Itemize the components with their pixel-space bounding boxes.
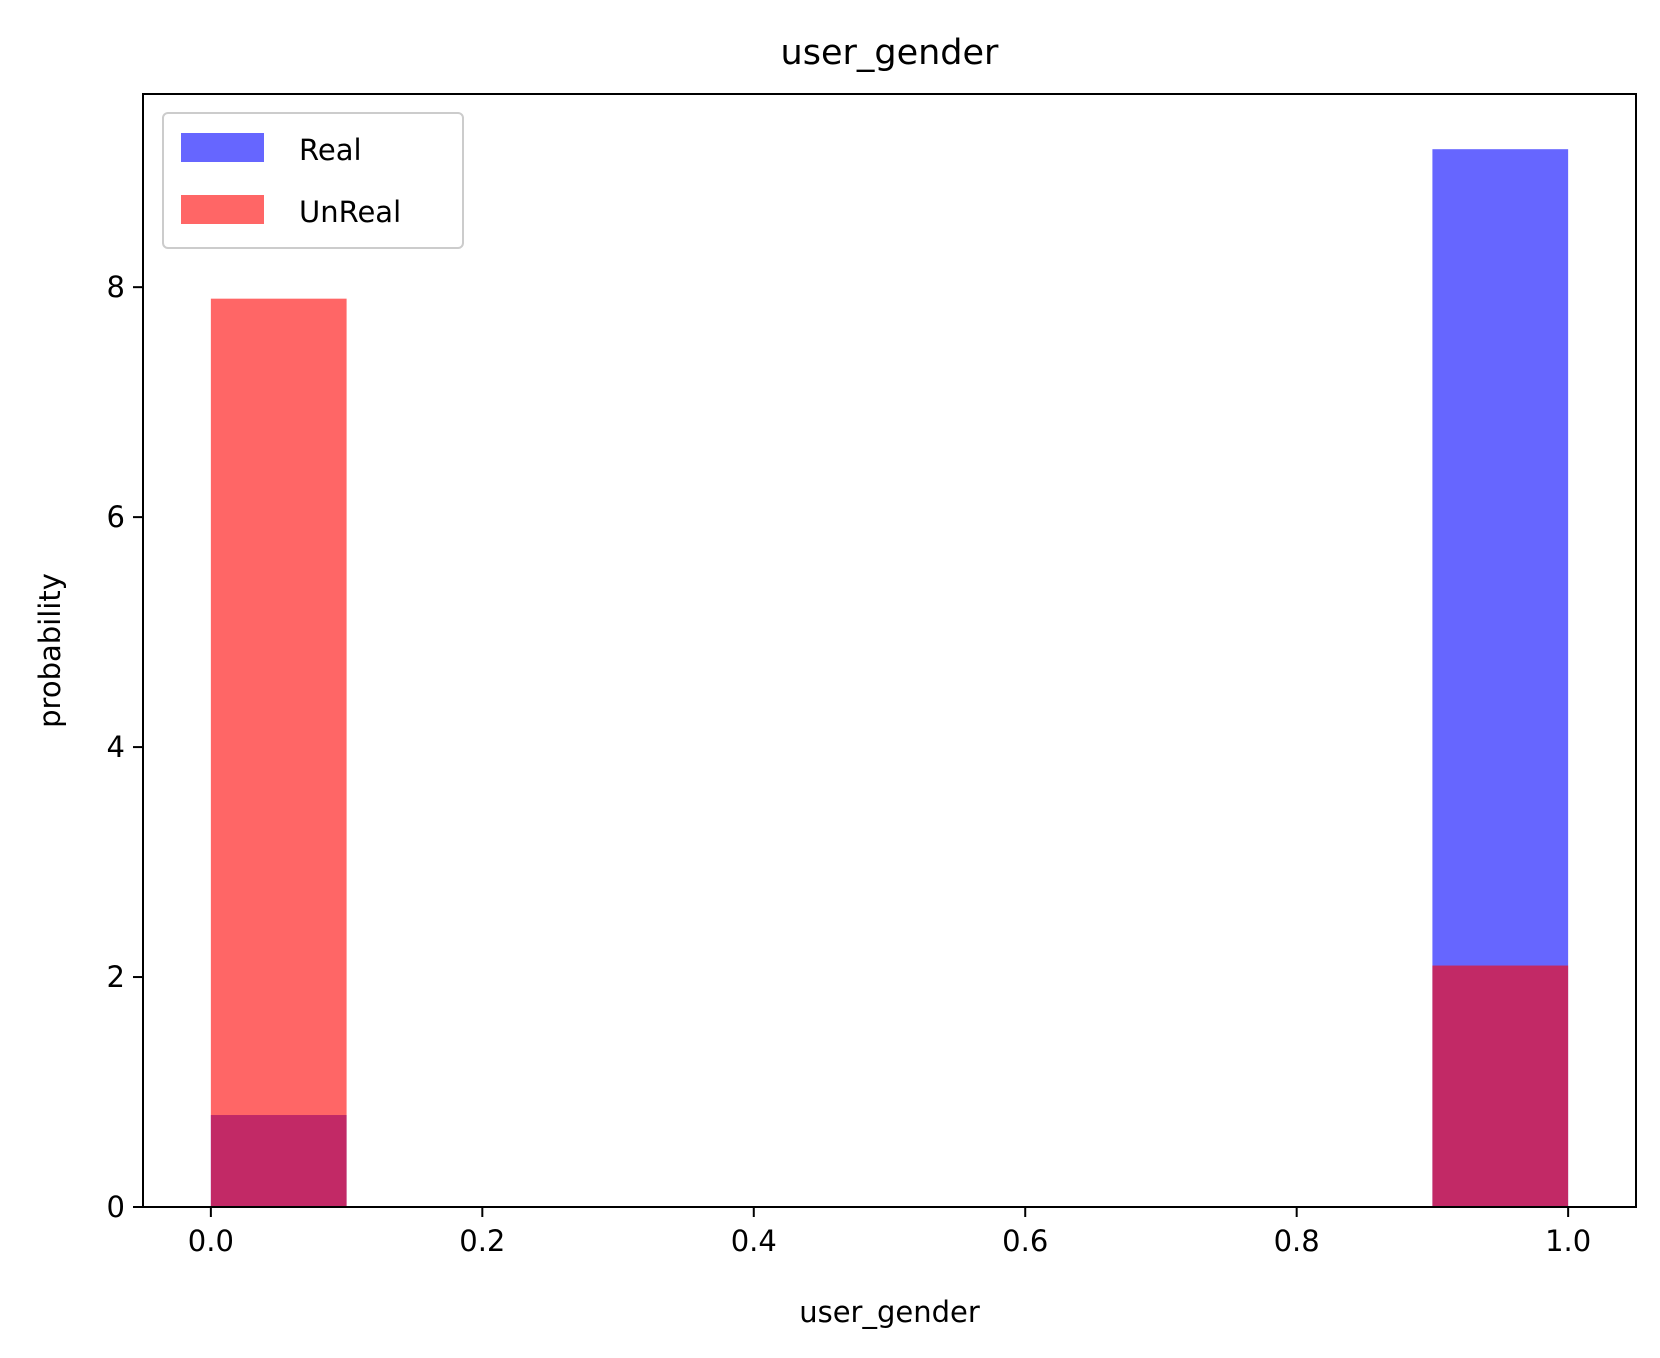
y-tick-label: 0 bbox=[107, 1190, 125, 1224]
x-tick-label: 1.0 bbox=[1545, 1224, 1591, 1258]
legend-label-real: Real bbox=[299, 133, 362, 167]
x-tick-label: 0.0 bbox=[188, 1224, 234, 1258]
plot-frame bbox=[142, 93, 1637, 1208]
x-tick-label: 0.8 bbox=[1274, 1224, 1320, 1258]
x-axis-label: user_gender bbox=[799, 1295, 980, 1329]
x-tick-label: 0.4 bbox=[731, 1224, 777, 1258]
bars-layer bbox=[210, 149, 1569, 1208]
x-tick-label: 0.6 bbox=[1002, 1224, 1048, 1258]
y-tick-label: 4 bbox=[107, 730, 125, 764]
x-tick-label: 0.2 bbox=[459, 1224, 505, 1258]
x-axis-ticks: 0.0 0.2 0.4 0.6 0.8 1.0 bbox=[188, 1207, 1591, 1258]
chart-title: user_gender bbox=[781, 33, 1000, 73]
bar-unreal-0 bbox=[210, 298, 347, 1207]
legend-swatch-unreal bbox=[181, 195, 264, 224]
legend: Real UnReal bbox=[162, 112, 464, 249]
y-axis-label: probability bbox=[33, 573, 67, 728]
y-tick-label: 8 bbox=[107, 270, 125, 304]
y-tick-label: 6 bbox=[107, 500, 125, 534]
y-tick-label: 2 bbox=[107, 960, 125, 994]
legend-swatch-real bbox=[181, 133, 264, 162]
legend-label-unreal: UnReal bbox=[299, 195, 401, 229]
y-axis-ticks: 0 2 4 6 8 bbox=[107, 270, 143, 1224]
bar-unreal-1 bbox=[1432, 965, 1569, 1207]
